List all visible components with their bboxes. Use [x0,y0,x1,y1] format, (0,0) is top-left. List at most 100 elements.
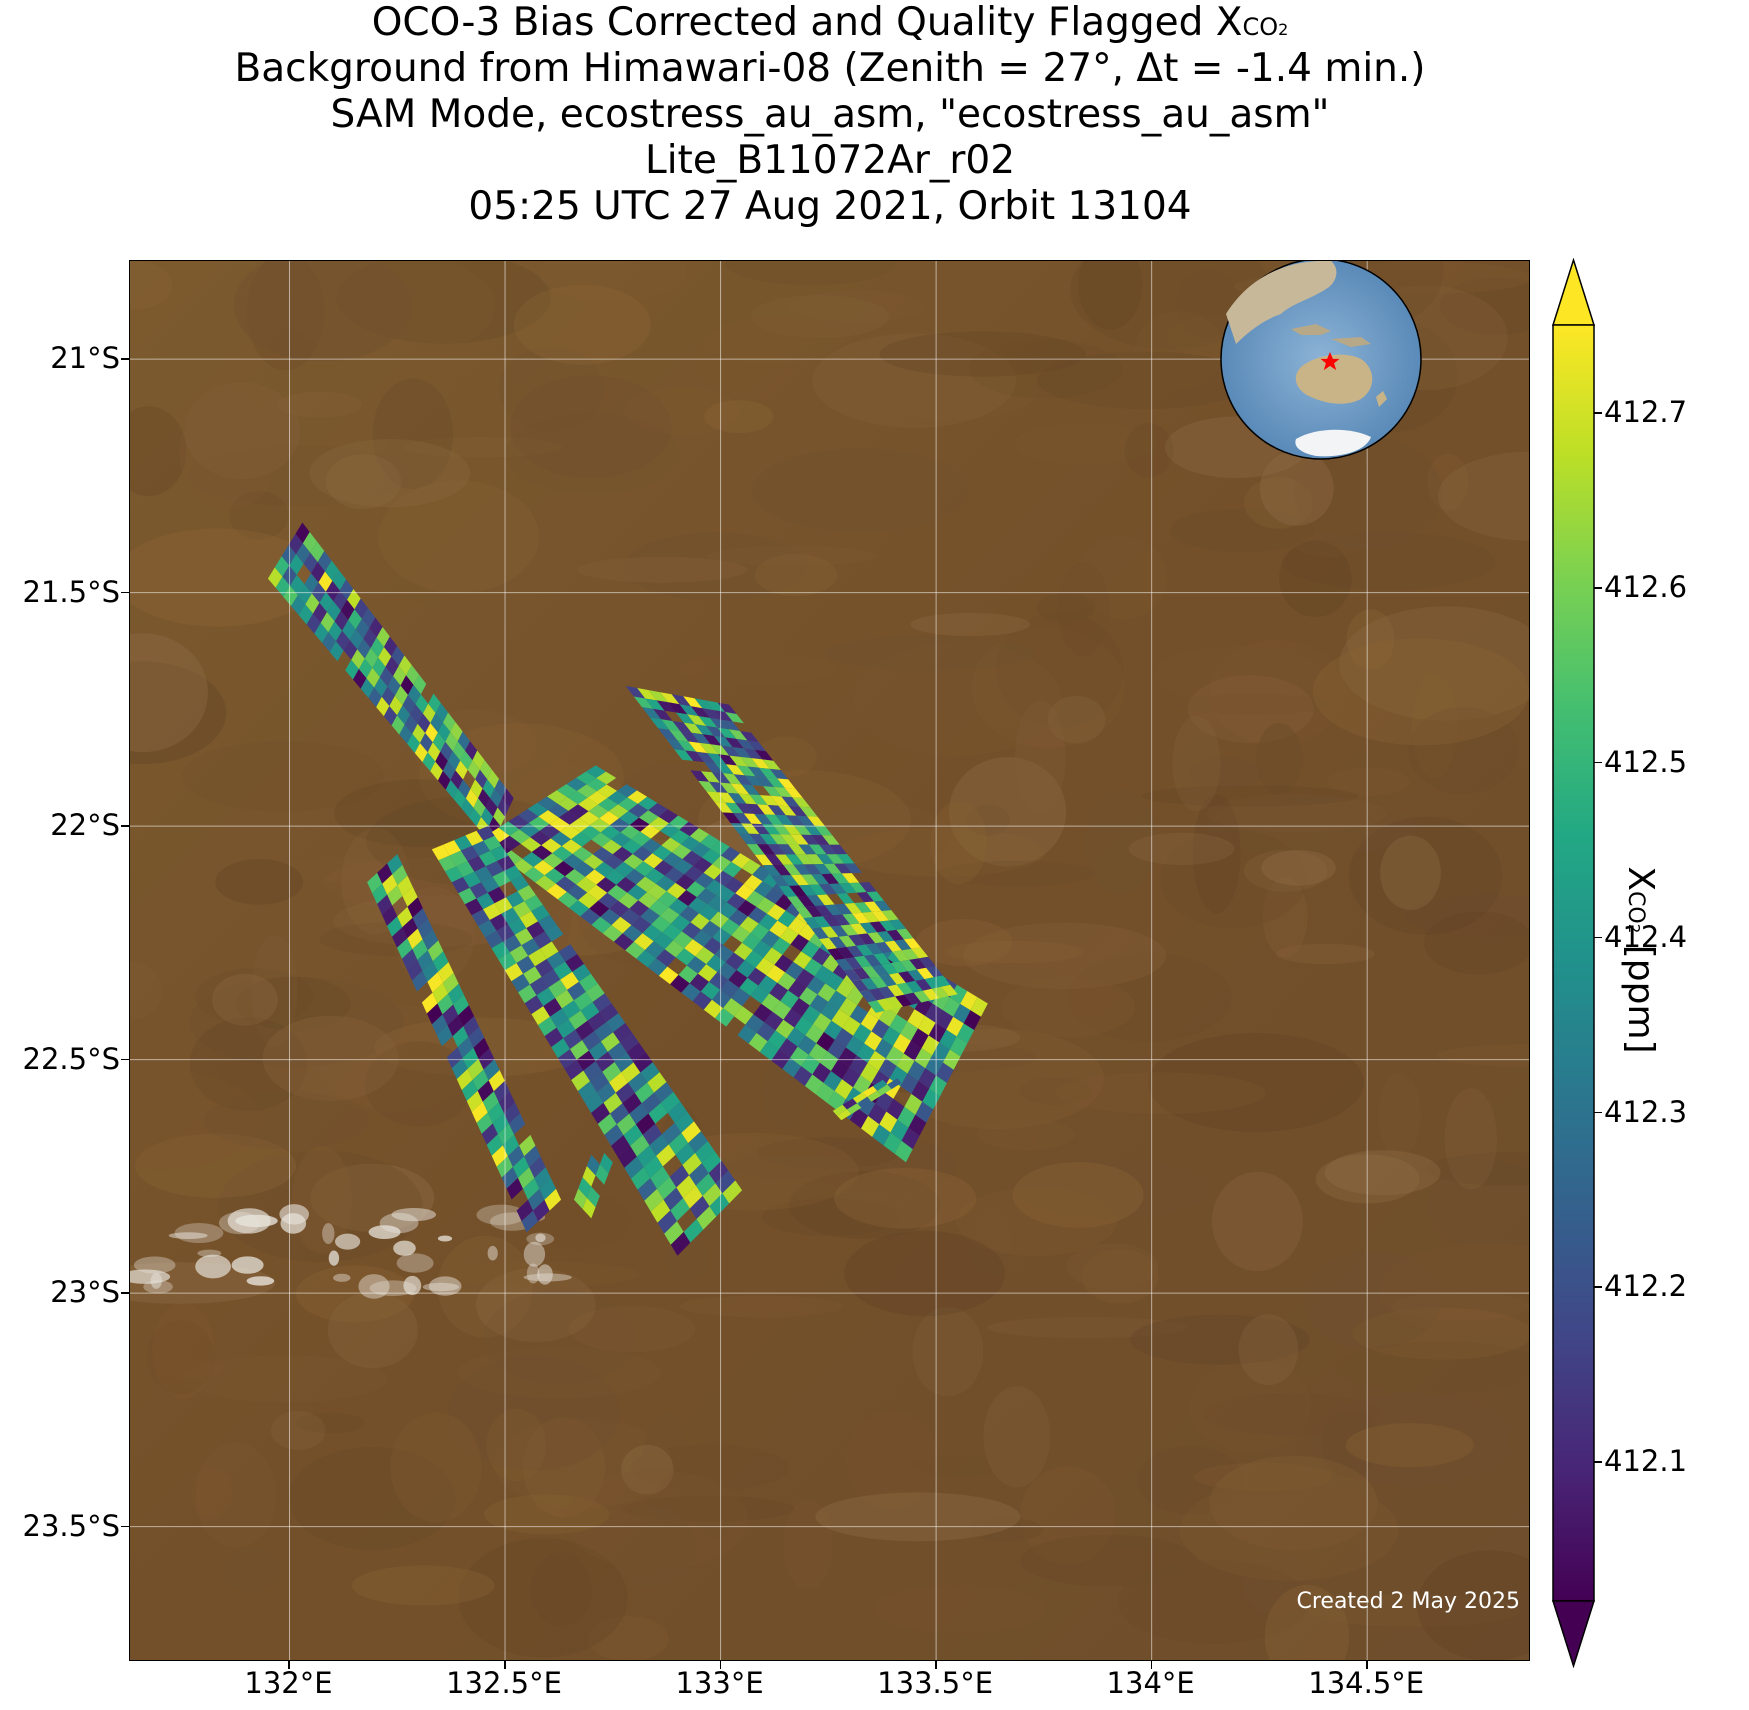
xco2-cell [658,728,678,741]
xco2-cell [699,742,719,755]
map-panel[interactable]: Created 2 May 2025 [129,260,1530,1661]
xco2-cell [527,802,549,817]
xco2-cell [822,915,841,927]
salt-lake-spot [195,1254,231,1279]
xco2-cell [717,792,736,804]
terrain-blob [1078,261,1143,330]
xco2-cell [803,917,821,929]
xco2-cell [792,797,811,808]
xco2-cell [845,1035,865,1056]
terrain-blob [912,1307,984,1397]
xco2-cell [503,1102,521,1124]
xco2-cell [542,853,564,869]
xco2-cell [843,969,861,982]
xco2-cell [428,693,441,713]
terrain-blob [1148,1033,1364,1133]
xco2-cell [609,818,630,833]
xco2-cell [694,872,715,889]
xco2-cell [647,958,668,976]
xco2-cell [935,1010,954,1030]
xco2-cell [567,981,586,1001]
terrain-blob [577,556,748,583]
xco2-cell [633,696,654,709]
xco2-cell [875,1038,893,1059]
xco2-cell [733,813,752,824]
xco2-cell [702,1183,723,1207]
xco2-cell [813,916,831,928]
xco2-cell [814,905,833,917]
xco2-cell [749,794,768,805]
xco2-cell [900,1021,918,1041]
xco2-cell [856,1043,875,1063]
xco2-cell [621,1062,641,1083]
xco2-cell [893,1033,911,1054]
xco2-cell [465,830,484,846]
xco2-cell [283,585,298,607]
xco2-cell [487,1102,504,1124]
xco2-cell [520,837,542,852]
xco2-cell [674,1111,694,1133]
xco2-cell [655,875,676,892]
terrain-blob [130,261,173,310]
xco2-cell [709,717,729,730]
terrain-blob [1036,1112,1181,1167]
xco2-cell [649,717,670,730]
xco2-cell [709,1193,730,1217]
salt-lake-spot [428,1276,462,1296]
xco2-cell [490,788,502,808]
terrain-blob [437,1235,533,1338]
xco2-cell [690,770,710,782]
xco2-cell [503,934,522,953]
xco2-cell [804,825,822,836]
map-gridlines [130,261,1529,1660]
xco2-cell [860,1012,879,1032]
xco2-cell [789,885,807,897]
xco2-cell [767,805,786,816]
xco2-cell [879,974,897,987]
xco2-cell [426,1003,443,1025]
xco2-cell [882,1026,901,1047]
terrain-blob [1392,1292,1529,1321]
xco2-cell [443,972,459,994]
map-canvas[interactable] [130,261,1530,1661]
terrain-blob [995,612,1124,728]
colorbar-tick-label: 412.5 [1604,744,1688,779]
xco2-cell [306,613,321,634]
terrain-blob [968,339,1123,399]
xco2-cell [907,1009,926,1029]
terrain-blob [1320,1409,1381,1477]
xco2-cell [614,861,635,877]
terrain-blob [222,1547,279,1593]
xco2-cell [960,991,978,1011]
xco2-cell [605,869,626,885]
terrain-blob [621,1444,674,1495]
salt-lake-spot [150,1272,162,1289]
xco2-cell [651,915,671,933]
terrain-blob [1128,832,1235,866]
xco2-cell [890,1119,909,1141]
xco2-cell [460,750,473,770]
xco2-cell [437,993,454,1015]
xco2-cell [801,874,820,885]
terrain-blob [1408,707,1519,794]
xco2-cell [603,854,624,870]
xco2-cell [691,842,711,858]
xco2-cell [569,900,590,917]
xco2-cell [452,741,466,761]
xco2-cell [680,731,700,743]
xco2-cell [487,886,507,904]
xco2-cell [700,834,720,849]
terrain-blob [1170,508,1315,552]
xco2-cell [717,962,737,980]
terrain-blob [365,1041,474,1127]
xco2-cell [485,861,504,877]
xco2-cell [494,779,507,798]
xco2-cell [970,997,988,1017]
colorbar-gradient [1552,324,1595,1602]
xco2-cell [596,1082,616,1103]
xco2-cell [723,998,743,1017]
xco2-cell [907,969,925,981]
xco2-cell [685,750,705,763]
xco2-cell [767,1030,787,1050]
xco2-cell [402,886,418,907]
